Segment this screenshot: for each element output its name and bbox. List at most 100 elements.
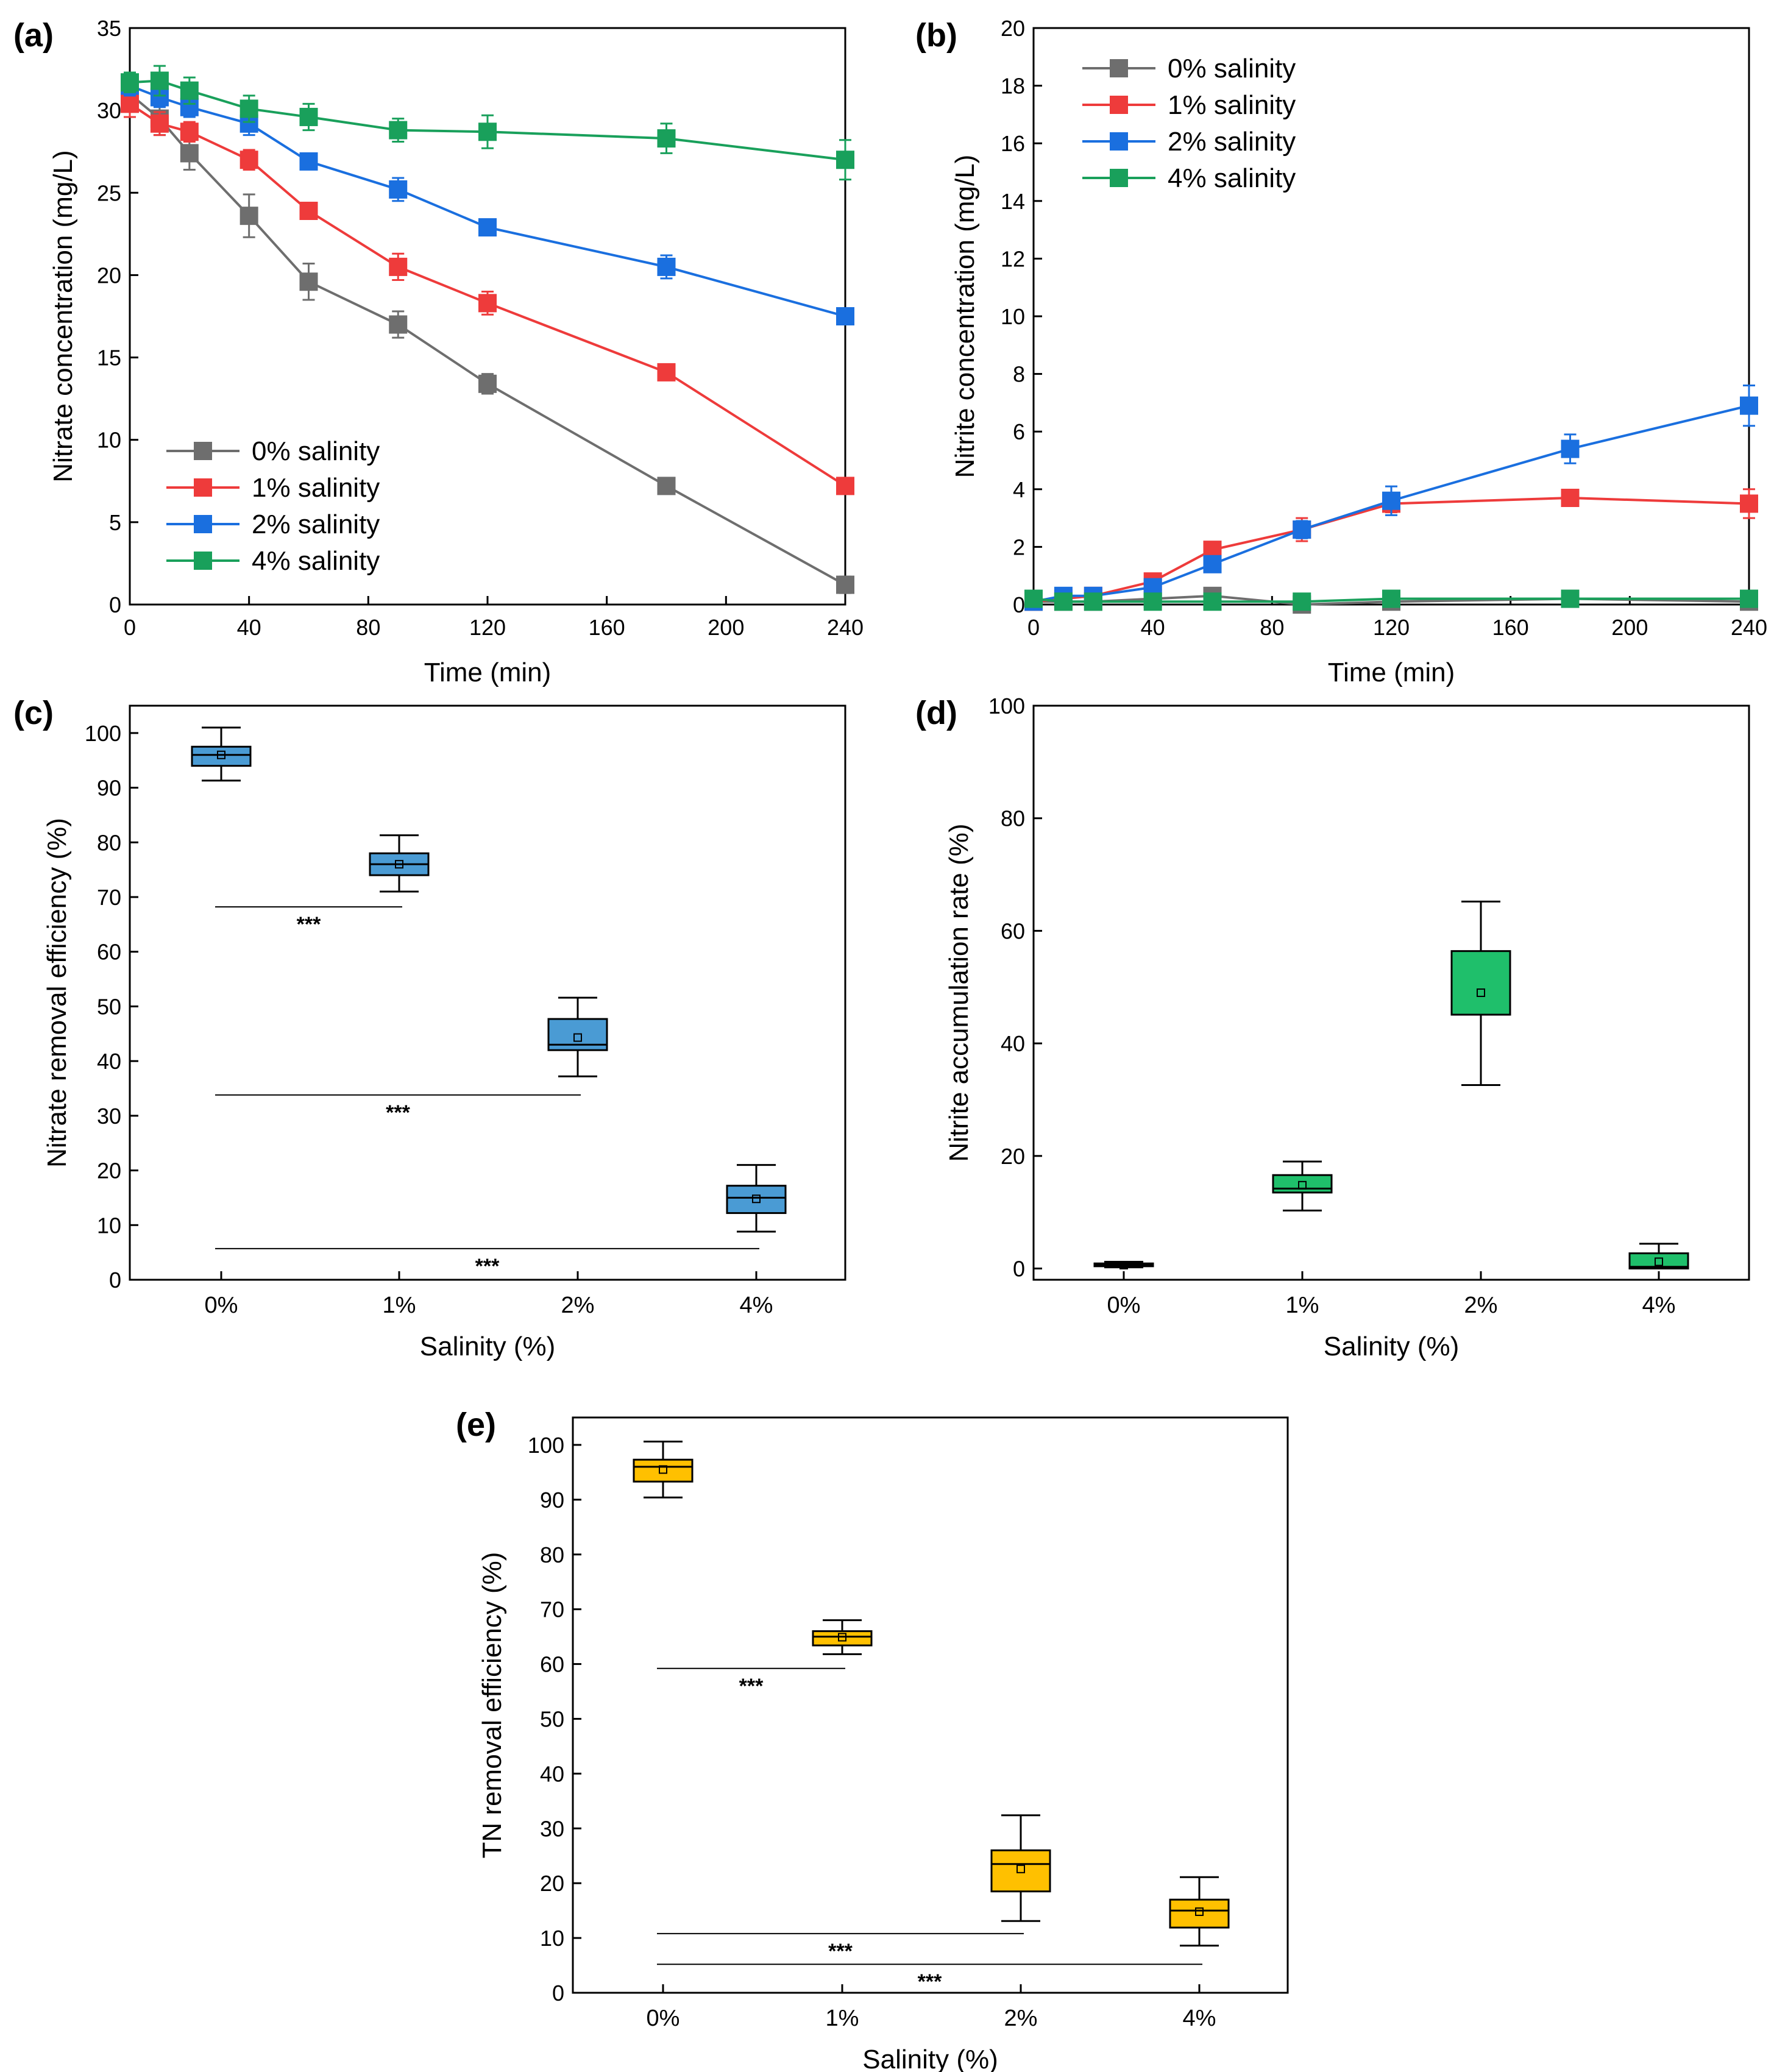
data-point [1084, 592, 1102, 611]
mean-marker [1655, 1257, 1663, 1266]
series-4-salinity [1024, 589, 1758, 611]
x-tick-label: 200 [708, 615, 744, 640]
box-2pct [547, 996, 608, 1077]
panel-label: (e) [456, 1407, 496, 1443]
y-tick-label: 70 [97, 885, 121, 910]
box-body [726, 1185, 787, 1215]
x-tick-label: 0% [1107, 1293, 1141, 1318]
x-tick-label: 120 [469, 615, 506, 640]
chart-panel-c: 0 10 20 30 40 50 60 70 80 90 100 (c) Nitrate removal… [13, 695, 846, 1361]
box-body [990, 1849, 1051, 1893]
box-1pct [1272, 1160, 1333, 1212]
legend-label: 0% salinity [1168, 54, 1296, 83]
data-point [1382, 491, 1400, 510]
data-point [180, 144, 199, 163]
data-point [299, 107, 318, 126]
x-tick-label: 1% [826, 2006, 859, 2031]
box-body [1169, 1898, 1230, 1929]
box-4pct [726, 1164, 787, 1233]
significance-label: *** [386, 1101, 410, 1124]
y-tick-label: 80 [97, 830, 121, 855]
plot-frame [1032, 27, 1750, 606]
data-point [1382, 589, 1400, 608]
y-tick-label: 10 [1001, 304, 1025, 329]
legend-swatch-marker [1110, 169, 1128, 187]
y-tick-label: 0 [1013, 592, 1025, 617]
x-axis-label: Salinity (%) [420, 1332, 556, 1361]
y-tick-label: 60 [1001, 918, 1025, 943]
x-axis-label: Time (min) [424, 658, 552, 687]
data-point [478, 374, 497, 393]
data-point [1561, 589, 1580, 608]
x-tick-label: 0% [205, 1293, 238, 1318]
y-tick-label: 40 [97, 1049, 121, 1074]
legend: 0% salinity 1% salinity 2% salinity 4% sali… [166, 436, 380, 576]
y-tick-label: 30 [540, 1816, 564, 1841]
significance-label: *** [828, 1940, 853, 1963]
data-point [1561, 488, 1580, 507]
y-tick-label: 100 [85, 721, 121, 746]
chart-panel-b: 0 2 4 6 8 10 12 14 16 18 20 (b) Nitrite concentratio… [915, 16, 1767, 687]
x-tick-label: 2% [1464, 1293, 1498, 1318]
y-tick-label: 60 [540, 1652, 564, 1677]
data-point [836, 307, 854, 325]
legend: 0% salinity 1% salinity 2% salinity 4% sali… [1082, 54, 1296, 193]
plot-frame [572, 1416, 1289, 1994]
y-tick-label: 15 [97, 346, 121, 371]
mean-marker [573, 1033, 582, 1042]
data-point [478, 294, 497, 313]
legend-swatch-marker [194, 552, 212, 570]
data-point [1561, 439, 1580, 458]
plot-frame [1032, 704, 1750, 1281]
x-tick-label: 0% [647, 2006, 680, 2031]
data-point [657, 363, 676, 381]
y-tick-label: 30 [97, 98, 121, 123]
y-tick-label: 70 [540, 1597, 564, 1622]
mean-marker [752, 1194, 761, 1204]
box-1pct [369, 834, 430, 893]
x-tick-label: 160 [589, 615, 625, 640]
box-body [191, 745, 252, 767]
panel-label: (b) [915, 17, 957, 54]
box-body [1450, 950, 1511, 1016]
legend-swatch-marker [1110, 96, 1128, 114]
legend-label: 1% salinity [1168, 90, 1296, 120]
x-tick-label: 200 [1611, 615, 1648, 640]
y-tick-label: 80 [1001, 806, 1025, 831]
x-tick-label: 80 [356, 615, 380, 640]
x-tick-label: 80 [1260, 615, 1284, 640]
box-0pct [191, 726, 252, 782]
data-point [150, 71, 169, 90]
y-tick-label: 5 [109, 510, 121, 535]
y-axis-label: Nitrite accumulation rate (%) [944, 823, 974, 1162]
data-point [239, 207, 258, 225]
y-tick-label: 100 [528, 1433, 564, 1458]
mean-marker [659, 1465, 667, 1474]
y-axis-label: TN removal efficiency (%) [477, 1552, 507, 1859]
data-point [657, 257, 676, 276]
y-tick-label: 35 [97, 16, 121, 41]
data-point [389, 121, 408, 140]
data-point [180, 122, 199, 141]
x-tick-label: 4% [1642, 1293, 1676, 1318]
x-tick-label: 240 [1731, 615, 1767, 640]
x-tick-label: 240 [827, 615, 864, 640]
y-tick-label: 2 [1013, 534, 1025, 559]
y-tick-label: 20 [1001, 1144, 1025, 1169]
mean-marker [1298, 1180, 1307, 1190]
x-tick-label: 2% [1004, 2006, 1038, 2031]
legend-swatch-marker [1110, 59, 1128, 77]
box-body [812, 1630, 873, 1647]
mean-marker [217, 750, 225, 759]
y-axis-label: Nitrate removal efficiency (%) [42, 818, 72, 1168]
legend-swatch-marker [194, 515, 212, 533]
significance-label: *** [475, 1255, 500, 1278]
legend-swatch-marker [194, 442, 212, 460]
chart-panel-d: 0 20 40 60 80 100 (d) Nitrite accumulation rate… [915, 694, 1750, 1361]
legend-swatch-marker [194, 478, 212, 497]
y-tick-label: 90 [540, 1488, 564, 1513]
data-point [1024, 589, 1043, 608]
data-point [299, 202, 318, 221]
legend-label: 4% salinity [1168, 163, 1296, 193]
